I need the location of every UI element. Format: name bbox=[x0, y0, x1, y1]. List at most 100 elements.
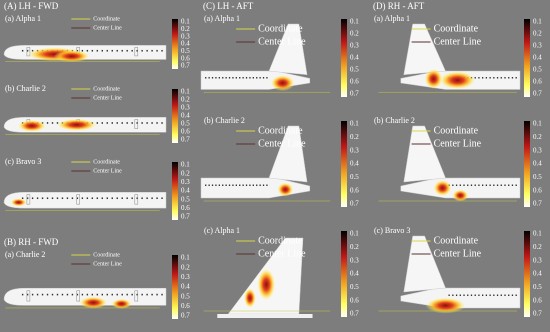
panel-label: (c) Alpha 1 bbox=[204, 226, 240, 235]
window bbox=[21, 49, 24, 52]
window bbox=[455, 184, 458, 186]
window bbox=[459, 184, 461, 186]
legend-coordinate: Coordinate bbox=[93, 159, 120, 165]
fin bbox=[268, 23, 308, 75]
window bbox=[256, 77, 258, 79]
window bbox=[146, 122, 148, 124]
legend-center-line: Center Line bbox=[93, 261, 122, 267]
colorbar-tick-label: 0.2 bbox=[181, 96, 190, 104]
fin bbox=[403, 235, 446, 293]
window bbox=[26, 49, 29, 52]
section-title: (D) RH - AFT bbox=[373, 1, 425, 11]
colorbar-tick-label: 0.4 bbox=[181, 187, 190, 195]
window bbox=[131, 122, 133, 124]
window bbox=[116, 293, 118, 296]
legend-center-line: Center Line bbox=[434, 36, 482, 47]
colorbar-tick-label: 0.1 bbox=[181, 254, 190, 262]
window bbox=[101, 197, 103, 200]
window bbox=[86, 49, 89, 52]
colorbar-tick-label: 0.2 bbox=[533, 30, 542, 38]
window bbox=[146, 197, 148, 200]
window bbox=[228, 184, 231, 186]
window bbox=[41, 197, 44, 200]
window bbox=[131, 293, 133, 296]
window bbox=[448, 294, 450, 296]
colorbar-tick-label: 0.1 bbox=[533, 120, 542, 128]
window bbox=[459, 294, 461, 296]
colorbar-tick-label: 0.7 bbox=[181, 312, 190, 320]
window bbox=[249, 77, 251, 79]
window bbox=[36, 293, 39, 296]
window bbox=[222, 77, 224, 79]
window bbox=[222, 184, 224, 186]
window bbox=[474, 184, 476, 186]
window bbox=[508, 184, 510, 186]
window bbox=[485, 294, 488, 296]
section-title: (A) LH - FWD bbox=[4, 1, 59, 11]
window bbox=[489, 184, 491, 186]
window bbox=[31, 197, 34, 200]
colorbar-tick-label: 0.5 bbox=[350, 283, 359, 291]
colorbar-tick-label: 0.2 bbox=[181, 263, 190, 271]
colorbar-tick-label: 0.5 bbox=[181, 120, 190, 128]
window bbox=[126, 197, 128, 200]
colorbar-tick-label: 0.5 bbox=[350, 66, 359, 74]
window bbox=[71, 293, 74, 296]
window bbox=[91, 197, 94, 200]
window bbox=[91, 49, 94, 52]
window bbox=[96, 122, 99, 124]
colorbar-tick-label: 0.3 bbox=[350, 146, 359, 154]
window bbox=[485, 77, 488, 79]
legend-center-line: Center Line bbox=[258, 36, 306, 47]
fin bbox=[403, 23, 446, 75]
colorbar-tick-label: 0.4 bbox=[181, 40, 190, 48]
window bbox=[151, 197, 153, 200]
window bbox=[508, 77, 510, 79]
window bbox=[126, 122, 128, 124]
panel-label: (c) Bravo 3 bbox=[374, 226, 410, 235]
window bbox=[116, 49, 118, 52]
window bbox=[504, 294, 506, 296]
window bbox=[101, 293, 103, 296]
door bbox=[134, 47, 139, 57]
legend-center-line: Center Line bbox=[258, 138, 306, 149]
panel-label: (b) Charlie 2 bbox=[204, 116, 245, 125]
window bbox=[249, 184, 251, 186]
window bbox=[455, 294, 458, 296]
window bbox=[245, 184, 248, 186]
colorbar-tick-label: 0.6 bbox=[350, 296, 359, 304]
window bbox=[121, 49, 123, 52]
colorbar-tick-label: 0.1 bbox=[181, 88, 190, 96]
window bbox=[81, 197, 84, 200]
legend-coordinate: Coordinate bbox=[434, 23, 479, 34]
door bbox=[134, 194, 139, 205]
window bbox=[266, 77, 268, 79]
window bbox=[245, 77, 248, 79]
window bbox=[146, 293, 148, 296]
window bbox=[76, 293, 79, 296]
window bbox=[36, 197, 39, 200]
window bbox=[515, 184, 517, 186]
legend-coordinate: Coordinate bbox=[93, 16, 120, 22]
window bbox=[51, 197, 54, 200]
window bbox=[504, 184, 506, 186]
window bbox=[86, 293, 89, 296]
window bbox=[136, 197, 138, 200]
window bbox=[111, 293, 113, 296]
heat-spot bbox=[243, 288, 256, 308]
colorbar-tick-label: 0.6 bbox=[350, 186, 359, 194]
window bbox=[121, 122, 123, 124]
colorbar-tick-label: 0.3 bbox=[350, 42, 359, 50]
colorbar-tick-label: 0.4 bbox=[533, 54, 542, 62]
window bbox=[161, 49, 163, 52]
heat-spot bbox=[424, 68, 443, 89]
colorbar-tick-label: 0.6 bbox=[181, 302, 190, 310]
colorbar-tick-label: 0.6 bbox=[181, 54, 190, 62]
window bbox=[500, 184, 502, 186]
window bbox=[252, 184, 254, 186]
colorbar-tick-label: 0.6 bbox=[533, 78, 542, 86]
window bbox=[496, 77, 499, 79]
legend-coordinate: Coordinate bbox=[258, 125, 303, 136]
colorbar-tick-label: 0.1 bbox=[350, 18, 359, 26]
window bbox=[500, 294, 502, 296]
